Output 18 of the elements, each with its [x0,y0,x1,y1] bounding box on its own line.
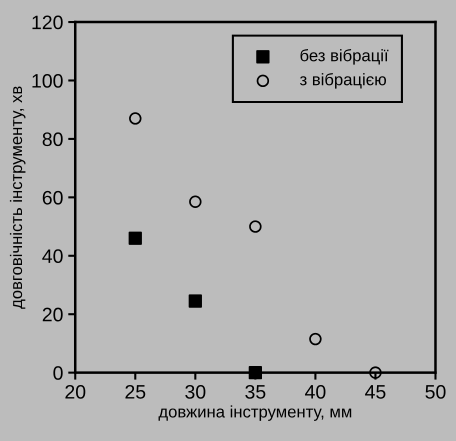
x-tick-label: 20 [65,384,86,399]
x-axis-title: довжина інструменту, мм [158,405,352,421]
y-axis-title: довговічність інструменту, хв [10,86,26,309]
x-tick-label: 35 [245,384,266,399]
legend-label: без вібрації [300,48,388,65]
x-tick-label: 40 [305,384,326,399]
y-tick-label: 0 [53,366,63,380]
y-tick-label: 100 [32,74,63,88]
x-tick-label: 25 [125,384,146,399]
y-tick-label: 40 [42,249,63,264]
legend-label: з вібрацією [300,72,386,89]
x-tick-label: 50 [425,384,446,399]
y-tick-label: 80 [42,132,63,146]
x-tick-label: 30 [185,384,206,399]
y-tick-label: 60 [42,190,63,205]
x-tick-label: 45 [365,385,386,399]
y-tick-label: 20 [42,308,63,322]
y-tick-label: 120 [32,16,63,30]
